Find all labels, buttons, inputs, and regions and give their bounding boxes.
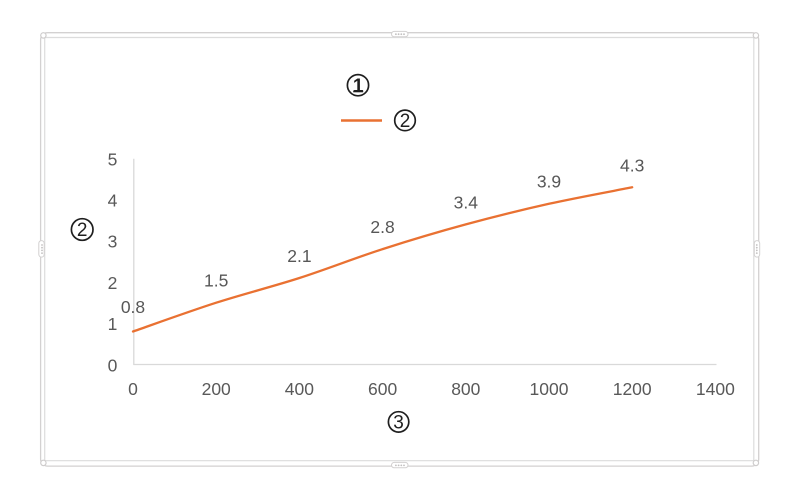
svg-text:0: 0	[128, 379, 138, 399]
svg-text:3: 3	[108, 232, 118, 252]
svg-text:2: 2	[400, 111, 411, 132]
svg-text:4: 4	[108, 191, 118, 211]
svg-text:3: 3	[393, 413, 404, 434]
svg-text:0: 0	[108, 355, 118, 375]
svg-text:1400: 1400	[696, 379, 735, 399]
svg-text:2.1: 2.1	[287, 246, 311, 266]
svg-text:200: 200	[202, 379, 231, 399]
svg-text:400: 400	[285, 379, 314, 399]
svg-text:2.8: 2.8	[370, 217, 394, 237]
svg-text:1: 1	[353, 76, 364, 97]
svg-text:0.8: 0.8	[121, 297, 145, 317]
svg-text:3.9: 3.9	[537, 171, 561, 191]
svg-text:1200: 1200	[613, 379, 652, 399]
svg-text:3.4: 3.4	[454, 192, 479, 212]
svg-text:1.5: 1.5	[204, 271, 228, 291]
svg-text:2: 2	[77, 220, 88, 241]
svg-text:1000: 1000	[530, 379, 569, 399]
svg-text:800: 800	[451, 379, 480, 399]
svg-text:1: 1	[108, 314, 118, 334]
svg-text:2: 2	[108, 273, 118, 293]
svg-text:4.3: 4.3	[620, 155, 644, 175]
svg-text:600: 600	[368, 379, 397, 399]
svg-text:5: 5	[108, 149, 118, 169]
